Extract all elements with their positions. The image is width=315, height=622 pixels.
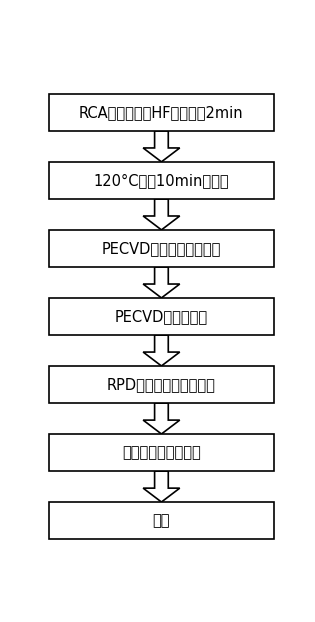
Text: 120°C保温10min热氧化: 120°C保温10min热氧化 [94, 173, 229, 188]
Bar [49, 502, 274, 539]
Text: 丝网印刷金属栅线层: 丝网印刷金属栅线层 [122, 445, 201, 460]
Bar [49, 298, 274, 335]
Bar [49, 94, 274, 131]
Text: PECVD沉积本征非晶硅层: PECVD沉积本征非晶硅层 [102, 241, 221, 256]
Bar [49, 366, 274, 403]
Polygon shape [143, 267, 180, 298]
Bar [49, 434, 274, 471]
Bar [49, 230, 274, 267]
Polygon shape [143, 403, 180, 434]
Polygon shape [143, 471, 180, 502]
Text: 烘干: 烘干 [153, 513, 170, 528]
Text: PECVD沉积掺杂层: PECVD沉积掺杂层 [115, 309, 208, 324]
Text: RPD沉积透明导电薄膜层: RPD沉积透明导电薄膜层 [107, 377, 216, 392]
Polygon shape [143, 199, 180, 230]
Bar [49, 162, 274, 199]
Polygon shape [143, 131, 180, 162]
Polygon shape [143, 335, 180, 366]
Text: RCA清洗硅片，HF溶液处理2min: RCA清洗硅片，HF溶液处理2min [79, 105, 244, 120]
